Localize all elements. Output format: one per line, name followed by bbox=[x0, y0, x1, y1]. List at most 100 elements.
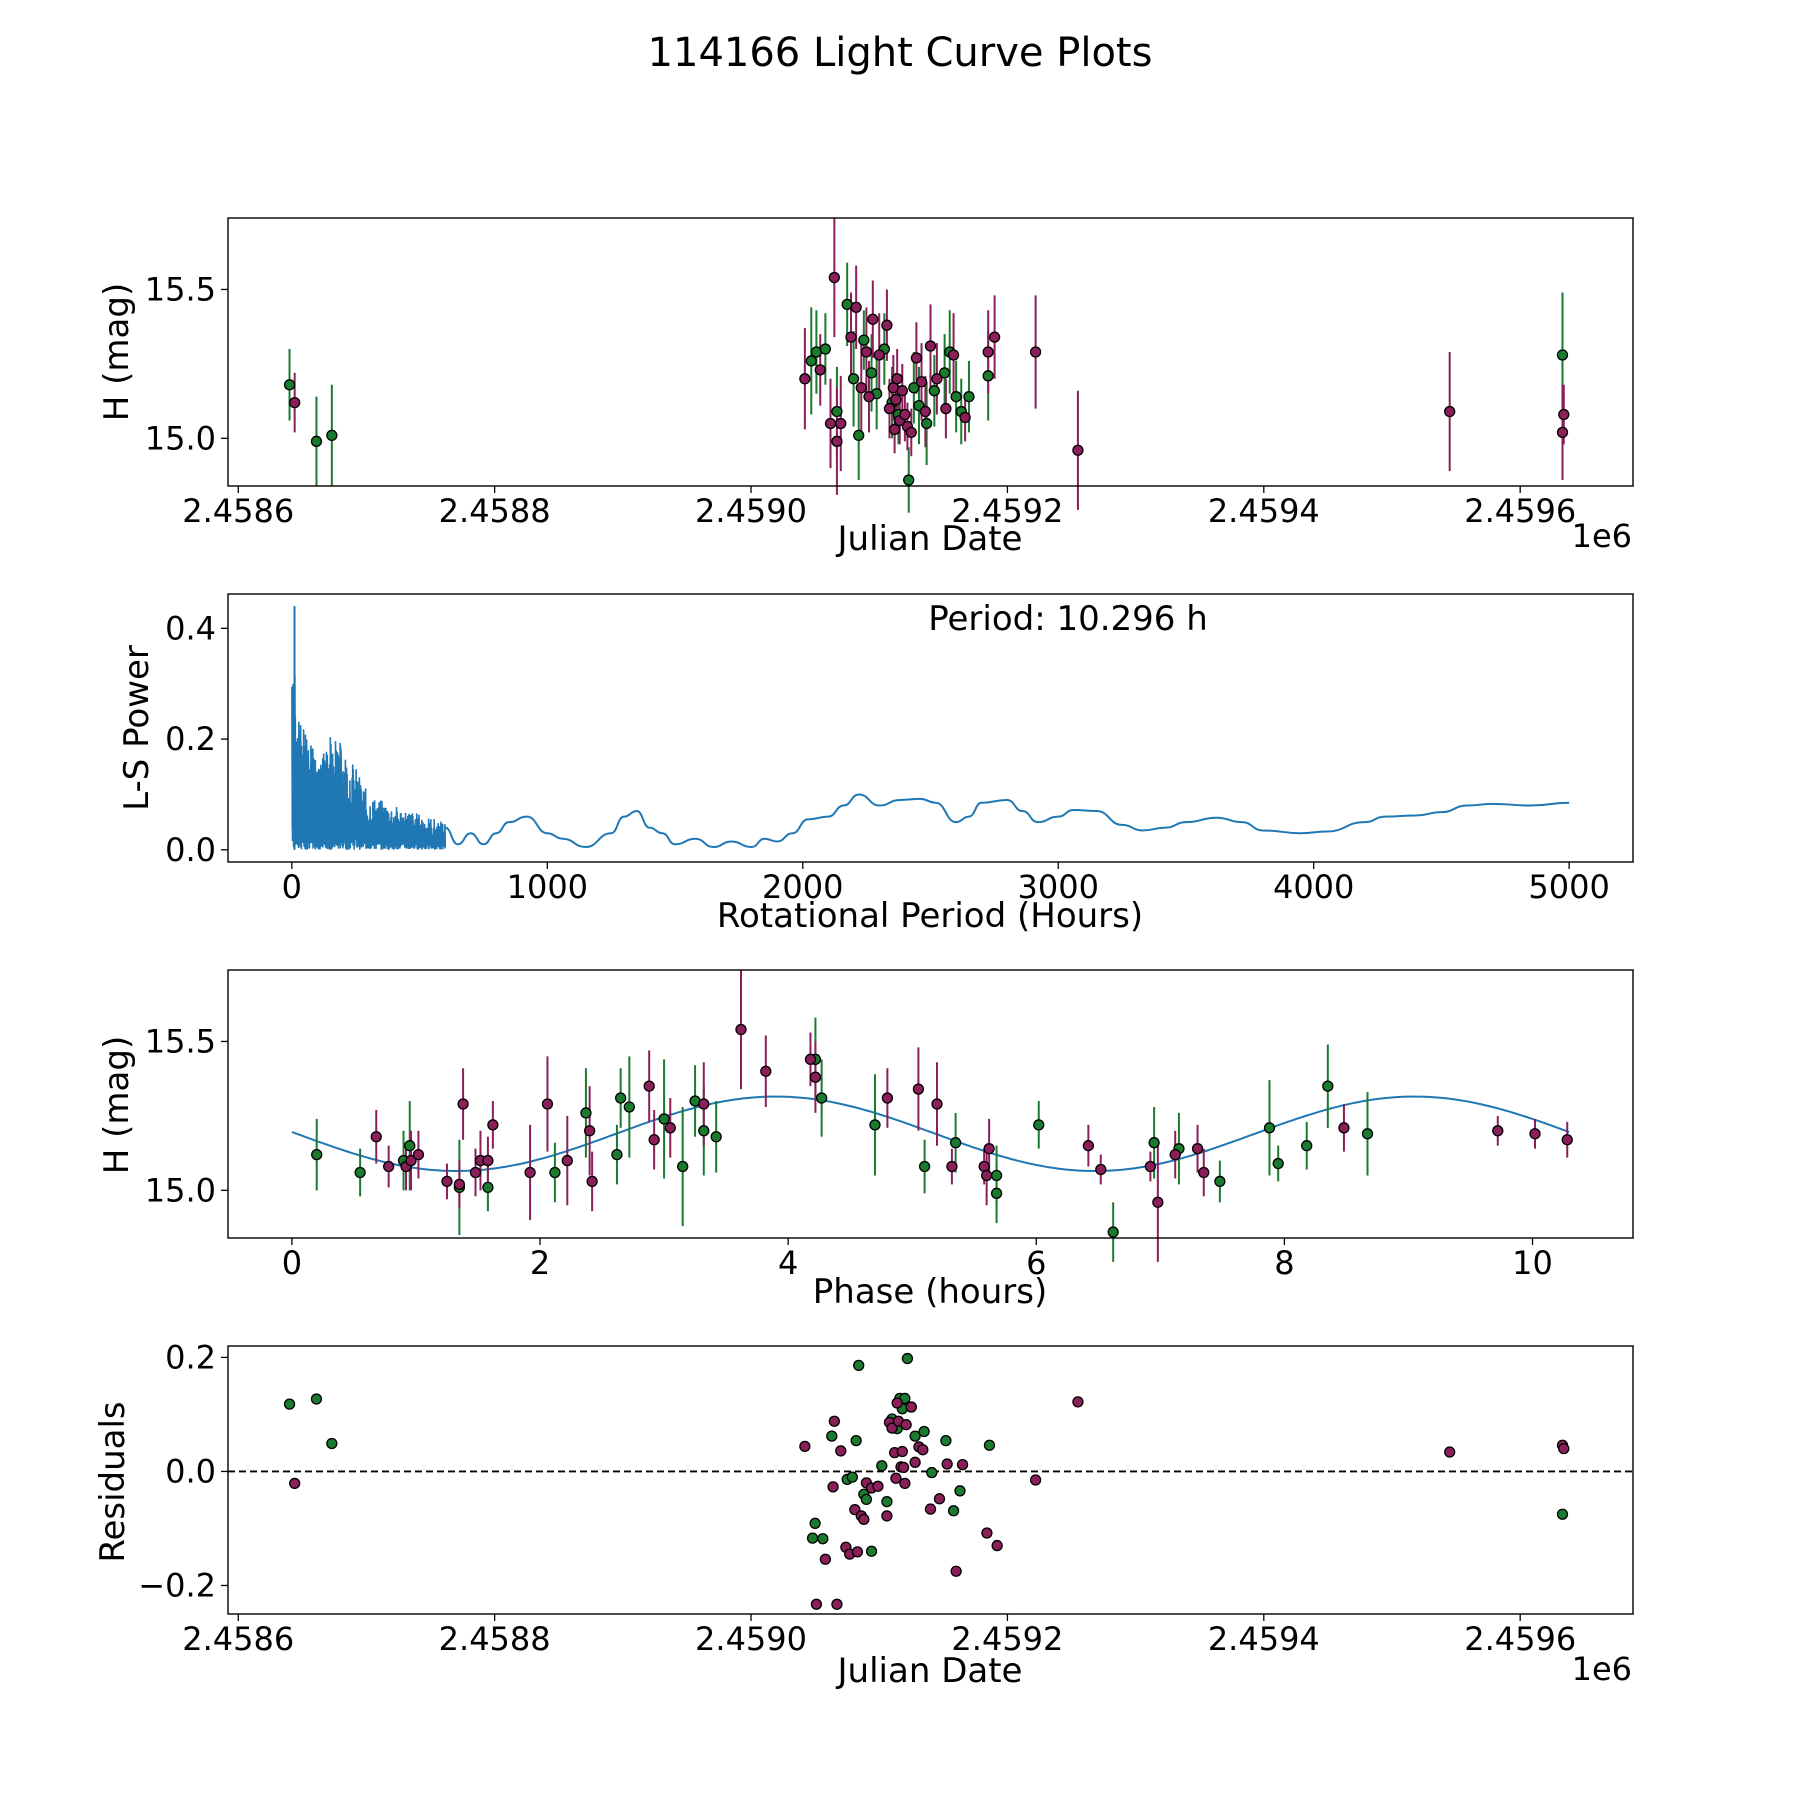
period-annotation: Period: 10.296 h bbox=[928, 599, 1208, 639]
residuals-xtick-label: 2.4594 bbox=[1208, 1620, 1320, 1658]
phase-point bbox=[1561, 1134, 1573, 1146]
phase-point bbox=[482, 1154, 494, 1167]
residuals-point bbox=[1029, 1474, 1042, 1486]
phase-point bbox=[583, 1125, 596, 1137]
residuals-point bbox=[905, 1401, 917, 1413]
phase-point bbox=[1198, 1166, 1210, 1179]
phase-point bbox=[949, 1137, 962, 1149]
residuals-point bbox=[917, 1444, 929, 1456]
phase-point bbox=[1033, 1119, 1045, 1131]
lightcurve-point bbox=[908, 382, 920, 394]
residuals-point bbox=[899, 1477, 911, 1490]
residuals-point bbox=[900, 1419, 912, 1431]
phase-point bbox=[1107, 1226, 1119, 1238]
phase-ylabel: H (mag) bbox=[97, 1036, 137, 1174]
residuals-point bbox=[909, 1456, 921, 1468]
phase-point bbox=[487, 1119, 499, 1131]
phase-point bbox=[658, 1113, 670, 1125]
lightcurve-point bbox=[903, 474, 915, 486]
lightcurve-point bbox=[1029, 346, 1042, 358]
periodogram-xtick-label: 0 bbox=[282, 868, 302, 906]
residuals-point bbox=[901, 1352, 914, 1365]
lightcurve-point bbox=[919, 405, 932, 418]
residuals-point bbox=[981, 1527, 993, 1539]
lightcurve-point bbox=[1558, 408, 1570, 421]
residuals-point bbox=[1072, 1396, 1084, 1408]
periodogram-ylabel: L-S Power bbox=[117, 645, 157, 811]
lightcurve-point bbox=[1444, 405, 1456, 418]
residuals-point bbox=[881, 1510, 893, 1522]
residuals-frame bbox=[227, 1345, 1634, 1615]
phase-xtick-label: 10 bbox=[1512, 1244, 1553, 1282]
lightcurve-point bbox=[855, 382, 867, 394]
lightcurve-ylabel: H (mag) bbox=[97, 283, 137, 421]
lightcurve-xtick-label: 2.4588 bbox=[439, 492, 551, 530]
residuals-xtick-label: 2.4586 bbox=[182, 1620, 294, 1658]
phase-point bbox=[946, 1160, 958, 1173]
phase-point bbox=[1169, 1148, 1181, 1161]
phase-point bbox=[1152, 1196, 1164, 1208]
periodogram-xtick-label: 3000 bbox=[1018, 868, 1099, 906]
phase-point bbox=[405, 1154, 417, 1167]
residuals-panel: Julian Date Residuals 1e6 2.4586 2.4588 2.… bbox=[93, 1338, 1634, 1691]
phase-point bbox=[354, 1166, 366, 1179]
phase-point bbox=[980, 1169, 993, 1182]
residuals-point bbox=[918, 1425, 930, 1438]
periodogram-line bbox=[444, 793, 1570, 849]
lightcurve-xtick-label: 2.4596 bbox=[1464, 492, 1576, 530]
lightcurve-point bbox=[947, 349, 960, 361]
phase-point bbox=[1529, 1128, 1541, 1140]
residuals-point bbox=[909, 1430, 921, 1442]
residuals-point bbox=[947, 1505, 960, 1517]
lightcurve-ytick-label: 15.5 bbox=[145, 270, 216, 308]
lightcurve-point bbox=[940, 402, 952, 415]
residuals-point bbox=[326, 1437, 338, 1450]
lightcurve-xlabel: Julian Date bbox=[836, 519, 1023, 559]
phase-point bbox=[1095, 1163, 1107, 1176]
lightcurve-point bbox=[910, 352, 923, 364]
phase-point bbox=[1148, 1137, 1160, 1149]
phase-xtick-label: 8 bbox=[1274, 1244, 1294, 1282]
lightcurve-point bbox=[988, 331, 1001, 343]
phase-xtick-label: 6 bbox=[1026, 1244, 1046, 1282]
lightcurve-panel: Julian Date H (mag) 1e6 2.4586 2.4588 2.45… bbox=[97, 217, 1634, 559]
residuals-point bbox=[881, 1496, 893, 1508]
residuals-point bbox=[846, 1471, 858, 1483]
phase-point bbox=[611, 1148, 623, 1161]
residuals-point bbox=[826, 1430, 838, 1442]
residuals-point bbox=[817, 1533, 829, 1545]
periodogram-dense-line bbox=[291, 668, 447, 850]
lightcurve-point bbox=[888, 423, 901, 436]
phase-point bbox=[1338, 1122, 1350, 1134]
phase-point bbox=[1263, 1122, 1276, 1134]
residuals-point bbox=[289, 1477, 301, 1490]
lightcurve-point bbox=[858, 334, 870, 346]
residuals-point bbox=[806, 1532, 819, 1544]
lightcurve-point bbox=[824, 417, 837, 430]
lightcurve-point bbox=[283, 379, 296, 391]
phase-point bbox=[311, 1148, 323, 1161]
residuals-point bbox=[835, 1445, 847, 1457]
residuals-point bbox=[853, 1359, 865, 1372]
residuals-point bbox=[831, 1598, 843, 1610]
residuals-point bbox=[283, 1398, 296, 1410]
phase-point bbox=[580, 1107, 592, 1119]
residuals-point bbox=[1558, 1442, 1570, 1455]
lightcurve-point bbox=[1072, 444, 1084, 456]
lightcurve-point bbox=[853, 429, 865, 442]
residuals-point bbox=[940, 1435, 952, 1447]
residuals-point bbox=[924, 1503, 937, 1515]
lightcurve-ytick-label: 15.0 bbox=[145, 419, 216, 457]
lightcurve-point bbox=[799, 373, 811, 385]
phase-point bbox=[412, 1148, 425, 1161]
phase-point bbox=[549, 1166, 561, 1179]
lightcurve-point bbox=[863, 391, 875, 403]
lightcurve-point bbox=[896, 385, 908, 397]
periodogram-xlabel: Rotational Period (Hours) bbox=[717, 896, 1143, 936]
phase-point bbox=[469, 1166, 482, 1179]
residuals-point bbox=[1556, 1508, 1569, 1520]
phase-point bbox=[561, 1154, 573, 1167]
lightcurve-xtick-label: 2.4594 bbox=[1208, 492, 1320, 530]
lightcurve-point bbox=[867, 313, 879, 325]
residuals-point bbox=[991, 1539, 1003, 1552]
